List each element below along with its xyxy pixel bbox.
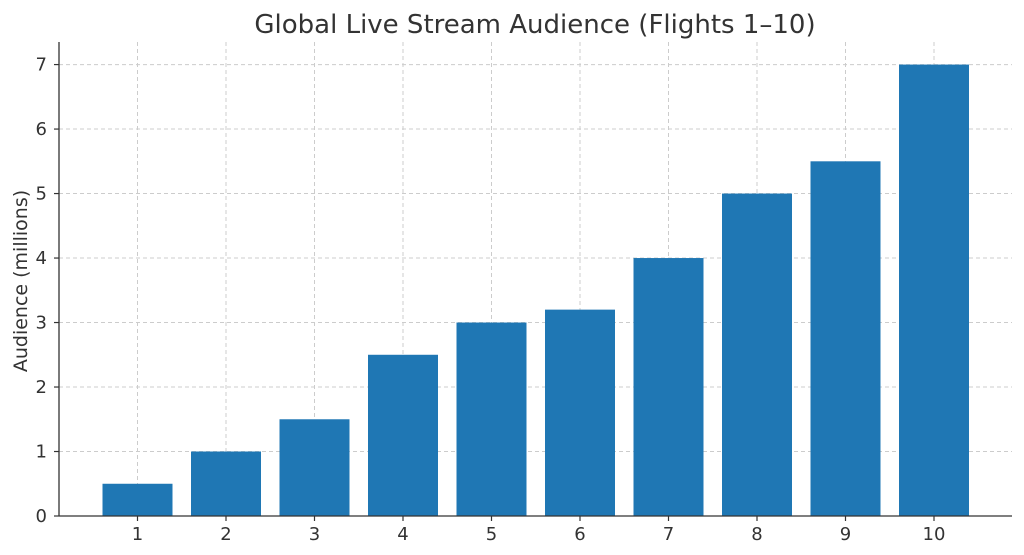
y-tick-label: 5 (36, 184, 47, 205)
y-tick-label: 6 (36, 119, 47, 140)
y-axis-label: Audience (millions) (10, 190, 32, 372)
x-tick-label: 8 (751, 524, 762, 545)
chart-title: Global Live Stream Audience (Flights 1–1… (254, 10, 815, 40)
x-tick-label: 6 (574, 524, 585, 545)
x-tick-label: 1 (132, 524, 143, 545)
bar-9 (810, 161, 881, 516)
bar-8 (722, 193, 792, 516)
x-tick-label: 10 (923, 524, 946, 545)
bar-3 (279, 419, 350, 516)
bar-4 (368, 354, 438, 516)
bar-7 (633, 258, 704, 516)
bar-1 (102, 483, 173, 516)
x-tick-label: 2 (220, 524, 231, 545)
bar-10 (899, 64, 969, 517)
x-tick-label: 7 (663, 524, 674, 545)
x-tick-label: 9 (840, 524, 851, 545)
x-tick-label: 3 (309, 524, 320, 545)
y-tick-label: 1 (36, 442, 47, 463)
ticks-layer: 0 1 2 3 4 5 6 7 1 2 3 4 5 6 7 8 9 10 (36, 55, 946, 545)
bars-layer (102, 64, 969, 517)
bar-6 (545, 309, 615, 516)
bar-2 (191, 451, 261, 516)
y-tick-label: 7 (36, 55, 47, 76)
x-tick-label: 5 (486, 524, 497, 545)
bar-5 (456, 322, 527, 516)
axes-layer (58, 42, 1012, 517)
y-tick-label: 2 (36, 377, 47, 398)
y-tick-label: 4 (36, 248, 47, 269)
y-tick-label: 0 (36, 506, 47, 527)
x-tick-label: 4 (397, 524, 408, 545)
y-tick-label: 3 (36, 313, 47, 334)
